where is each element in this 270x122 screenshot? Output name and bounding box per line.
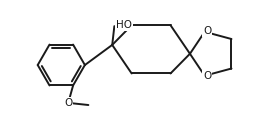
Text: O: O [64, 98, 72, 108]
Text: O: O [203, 26, 211, 36]
Text: O: O [203, 71, 211, 81]
Text: HO: HO [116, 20, 132, 30]
